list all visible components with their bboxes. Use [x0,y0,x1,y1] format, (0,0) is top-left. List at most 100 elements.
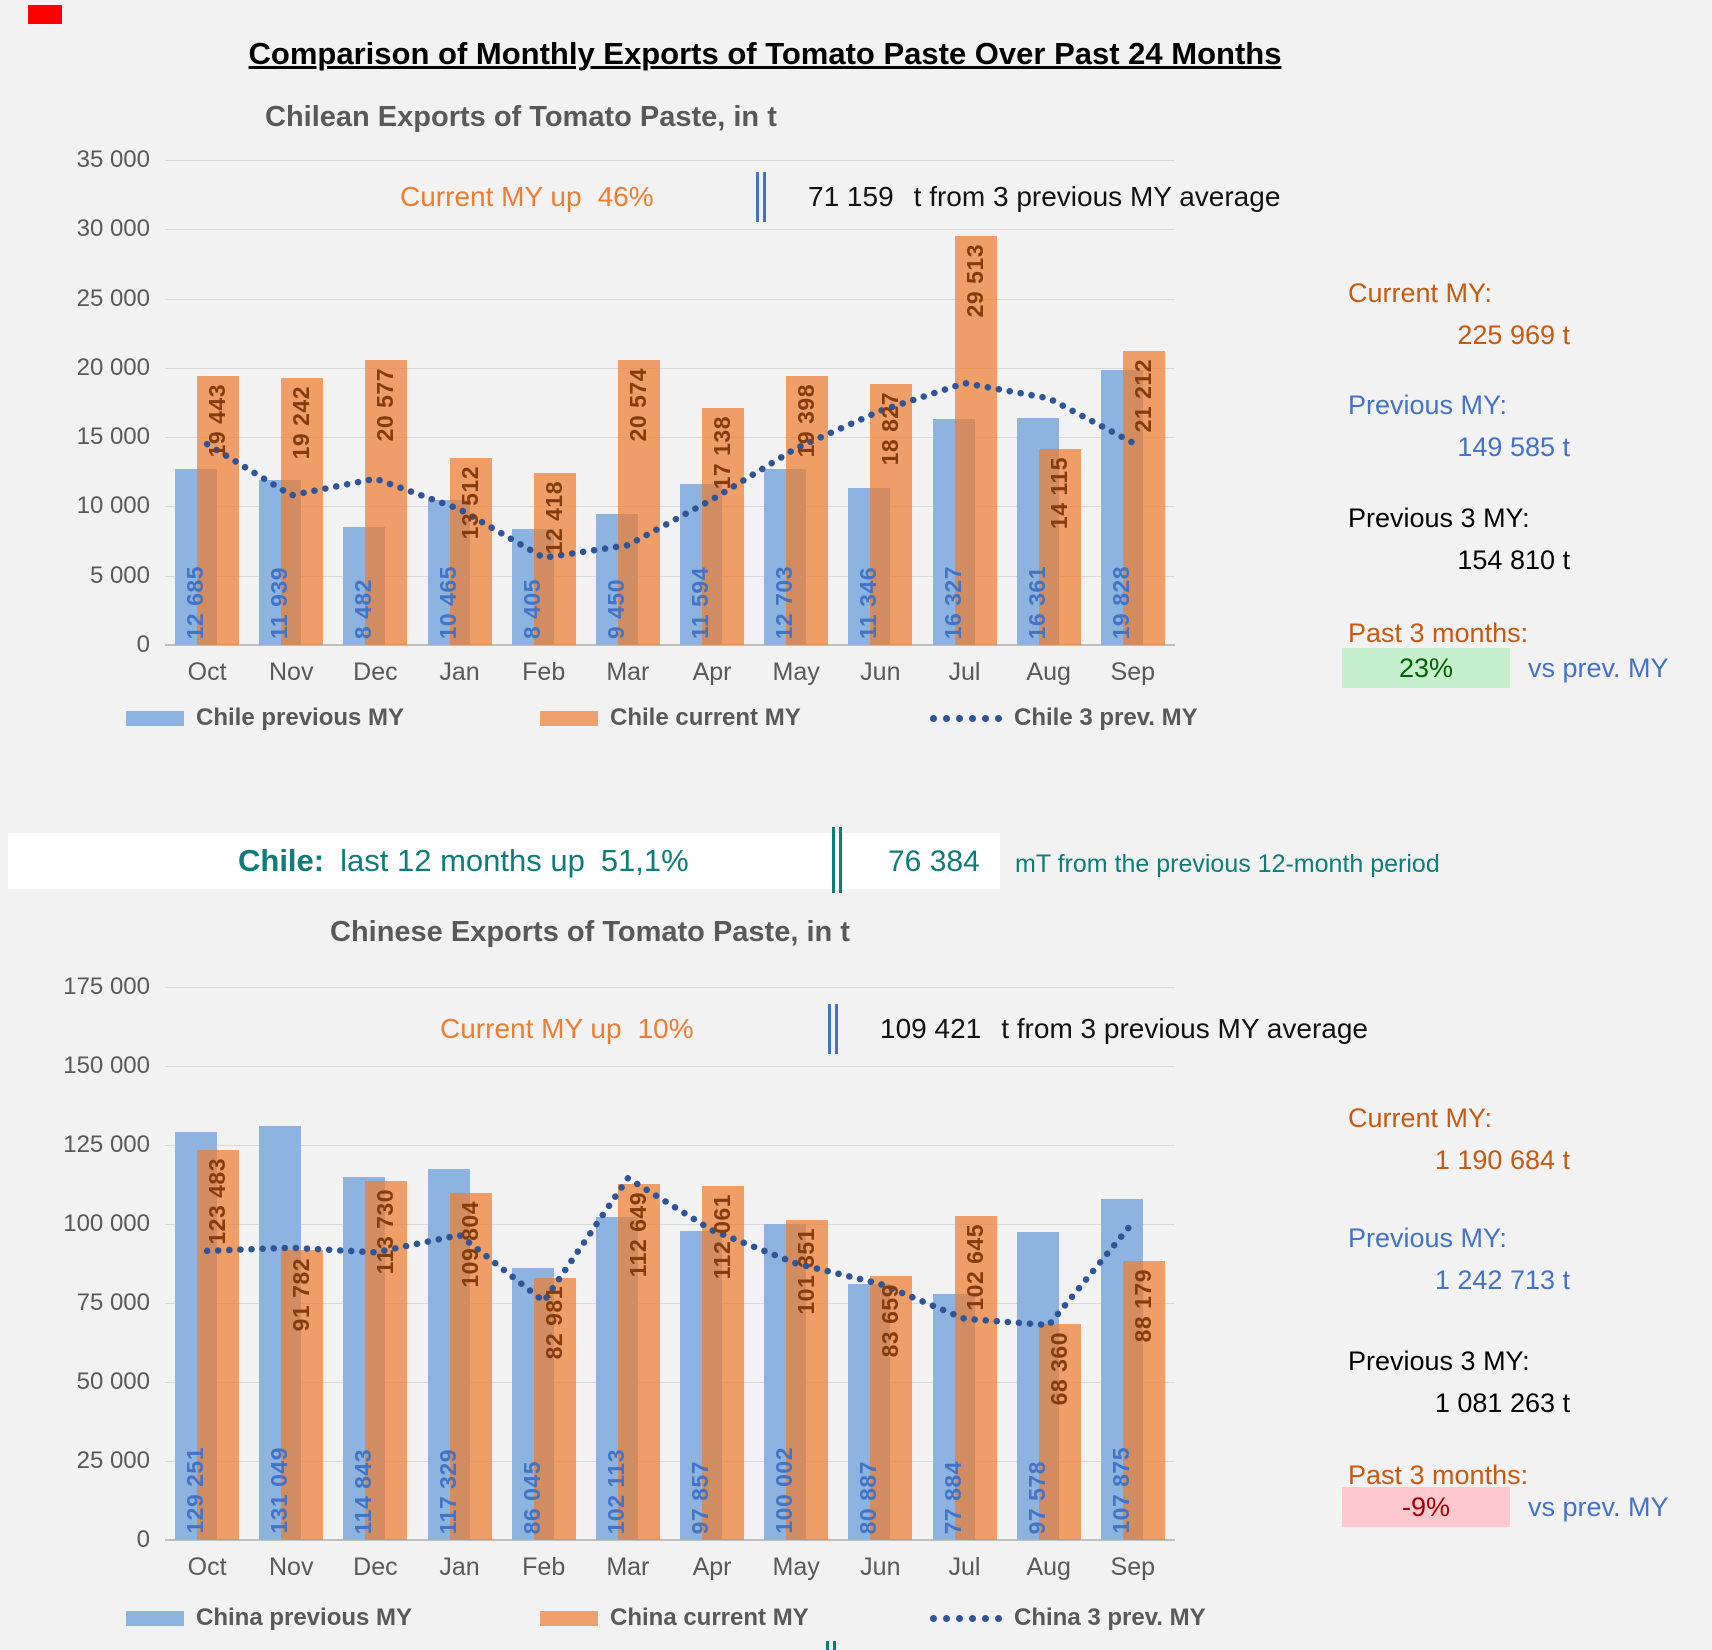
bar-value-label-previous: 86 045 [518,1460,545,1534]
bar-current-my [281,1249,324,1540]
bar-value-label-current: 12 418 [540,480,567,555]
trend-dotted-line [203,1173,1137,1329]
legend-dotted-swatch [930,1614,1002,1622]
china-current-my-up-pct: 10% [637,1013,694,1044]
legend-item: China current MY [540,1604,930,1632]
bar-value-label-current: 20 574 [624,367,651,442]
legend-dotted-swatch [930,714,1002,722]
month-label: Nov [269,1553,314,1581]
gridline [165,367,1175,369]
bar-value-label-previous: 16 327 [939,565,966,639]
chile-plot-area: 12 685 19 443 11 939 19 242 8 482 20 577 10 46… [165,160,1175,646]
bar-value-label-previous: 77 884 [939,1460,966,1534]
x-axis-line [165,644,1175,646]
month-label: May [772,658,820,686]
bar-current-my [365,1180,408,1540]
chile-current-my-up-pct: 46% [597,181,654,212]
bar-value-label-previous: 97 578 [1023,1460,1050,1534]
chile-legend: Chile previous MY Chile current MY Chile 3… [126,700,1230,736]
bar-value-label-current: 113 730 [372,1188,399,1274]
bar-current-my [786,376,829,645]
month-label: Jun [860,1553,901,1581]
bar-current-my [617,1184,660,1540]
bar-value-label-previous: 102 113 [602,1448,629,1534]
bar-value-label-previous: 10 465 [434,565,461,639]
bar-value-label-previous: 100 002 [771,1447,798,1534]
chile-banner-pct: 51,1% [600,843,689,878]
bar-value-label-current: 123 483 [204,1157,231,1245]
legend-label: Chile previous MY [196,704,405,731]
bar-value-label-previous: 114 843 [350,1448,377,1534]
bottom-cutoff-divider [826,1641,838,1650]
y-axis-tick-label: 15 000 [76,423,150,451]
legend-item: China previous MY [126,1604,540,1632]
bar-value-label-current: 20 577 [372,367,399,442]
y-axis-tick-label: 20 000 [76,353,150,381]
bar-value-label-current: 88 179 [1129,1269,1156,1343]
gridline [165,1224,1175,1225]
bar-current-my [281,378,324,645]
month-label: Jul [948,1553,981,1581]
gridline [165,1461,1175,1462]
china-past3-pct-badge: -9% [1342,1487,1510,1527]
legend-color-swatch [126,1610,184,1626]
chile-banner-value: 76 384 [888,845,980,878]
month-label: Apr [692,658,732,686]
bar-current-my [197,1149,240,1540]
bar-value-label-current: 112 649 [624,1192,651,1278]
y-axis-tick-label: 10 000 [76,492,150,520]
month-label: Jun [860,658,901,686]
bar-value-label-current: 101 351 [793,1227,820,1315]
bar-value-label-previous: 80 887 [855,1460,882,1534]
bar-current-my [533,1277,576,1540]
bar-current-my [449,1193,492,1540]
bar-value-label-previous: 117 329 [434,1448,461,1534]
bar-value-label-current: 19 242 [288,386,315,460]
chile-panel-prev3-label: Previous 3 MY: [1348,503,1530,533]
gridline [165,229,1175,231]
bar-value-label-current: 13 512 [456,465,483,540]
legend-color-swatch [540,710,598,726]
bar-value-label-current: 68 360 [1045,1331,1072,1406]
month-label: Feb [522,658,566,686]
bar-value-label-current: 112 061 [709,1193,736,1280]
bar-value-label-current: 19 443 [204,383,231,457]
chile-banner-divider [832,827,844,893]
chile-panel-current-value: 225 969 t [1457,320,1570,350]
china-panel-previous-value: 1 242 713 t [1434,1265,1570,1295]
gridline [165,575,1175,577]
month-label: Nov [269,658,314,686]
chile-x-axis: Oct Nov Dec Jan Feb Mar Apr May Jun Jul Aug Sep [165,658,1175,687]
y-axis-tick-label: 25 000 [76,284,150,312]
bar-current-my [702,1185,745,1540]
bar-value-label-previous: 12 703 [771,565,798,639]
china-panel-prev3-value: 1 081 263 t [1434,1388,1570,1418]
bar-current-my [870,1275,913,1540]
legend-item: Chile 3 prev. MY [930,704,1230,732]
bar-current-my [617,359,660,645]
month-label: Jan [439,1553,480,1581]
month-label: Jul [948,658,981,686]
bar-value-label-previous: 8 482 [350,578,377,639]
chile-panel-previous-label: Previous MY: [1348,390,1508,420]
bar-value-label-previous: 11 346 [855,566,882,639]
y-axis-tick-label: 0 [136,631,150,658]
china-annotation-orange: Current MY up 10% [440,1013,694,1045]
chile-banner-text: Chile: last 12 months up 51,1% [238,843,689,879]
china-chart-title: Chinese Exports of Tomato Paste, in t [330,916,850,948]
china-panel-current-value: 1 190 684 t [1434,1145,1570,1175]
chile-current-my-up-label: Current MY up [400,181,582,212]
china-delta-suffix: t from 3 previous MY average [1001,1013,1368,1044]
gridline [165,987,1175,988]
bar-value-label-previous: 97 857 [687,1460,714,1534]
chile-annotation-orange: Current MY up 46% [400,181,654,213]
month-label: Oct [187,1553,227,1581]
chile-banner-label: last 12 months up [340,843,585,878]
gridline [165,1145,1175,1146]
china-panel-previous-label: Previous MY: [1348,1223,1508,1253]
y-axis-tick-label: 0 [136,1526,150,1553]
month-label: Sep [1110,1553,1156,1581]
bar-value-label-current: 83 659 [877,1283,904,1357]
month-label: Mar [606,658,650,686]
legend-color-swatch [540,1610,598,1626]
